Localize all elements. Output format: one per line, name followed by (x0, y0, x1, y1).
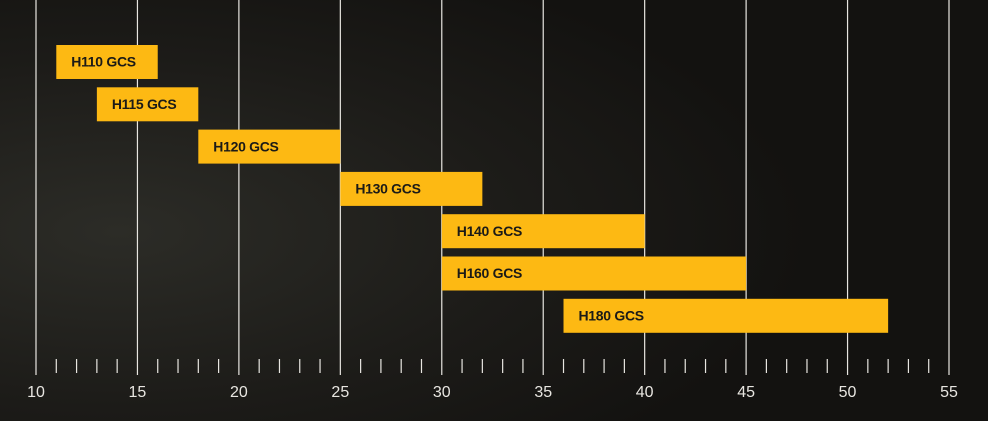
bar-label: H160 GCS (457, 265, 522, 281)
bar-label: H120 GCS (213, 138, 278, 154)
bar (340, 171, 483, 206)
plot-area: 10 15 20 25 30 35 40 45 50 55 H110 GCS H115 GCS H120… (27, 0, 958, 401)
bar (441, 214, 645, 249)
x-tick-label: 25 (331, 384, 349, 401)
x-tick-label: 45 (737, 384, 755, 401)
bar (441, 256, 747, 291)
x-tick-label: 50 (839, 384, 857, 401)
bar (56, 45, 158, 79)
bar-label: H130 GCS (355, 181, 420, 197)
x-tick-label: 35 (534, 384, 552, 401)
x-tick-label: 40 (636, 384, 654, 401)
x-tick-label: 55 (940, 384, 958, 401)
x-tick-label: 10 (27, 384, 45, 401)
bar-label: H180 GCS (579, 308, 644, 324)
bar-label: H115 GCS (112, 96, 177, 112)
bar (563, 298, 889, 333)
x-tick-label: 20 (230, 384, 248, 401)
bar (198, 129, 341, 164)
bar-label: H140 GCS (457, 223, 522, 239)
bar-label: H110 GCS (71, 54, 136, 70)
x-tick-label: 15 (129, 384, 147, 401)
x-tick-label: 30 (433, 384, 451, 401)
bar (96, 87, 199, 122)
